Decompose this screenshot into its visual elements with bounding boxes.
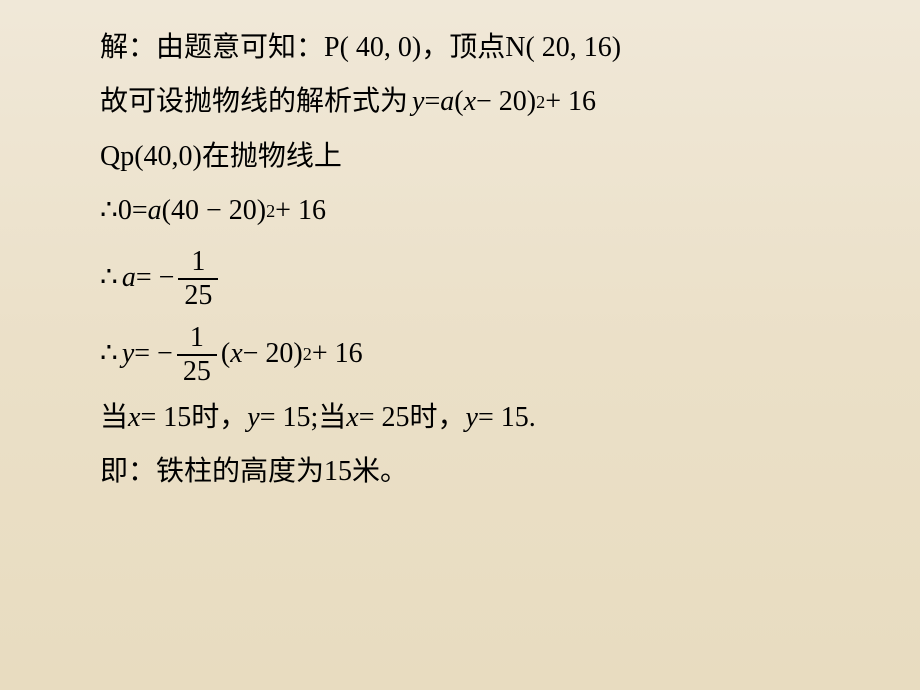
l6-eq: = − — [134, 332, 173, 377]
fraction-2: 1 25 — [177, 324, 217, 386]
l8-suffix: 米。 — [352, 454, 408, 490]
frac2-den: 25 — [177, 354, 217, 386]
l4-tail: + 16 — [275, 193, 326, 229]
l7-when1: 当 — [100, 400, 128, 436]
p-point: p(40,0) — [120, 139, 202, 175]
eq-x: x — [464, 84, 476, 120]
l3-tail: 在抛物线上 — [202, 139, 342, 175]
frac1-den: 25 — [178, 278, 218, 310]
l6-mid: − 20) — [243, 332, 303, 377]
line-2: 故可设抛物线的解析式为 y = a ( x − 20) 2 + 16 — [100, 84, 830, 120]
eq-open: ( — [454, 84, 463, 120]
l7-v1: = 15 — [140, 400, 191, 436]
q-symbol: Q — [100, 139, 120, 175]
point-n: N( 20, 16) — [505, 30, 621, 66]
therefore-1: ∴ — [100, 193, 118, 229]
eq-y: y — [412, 84, 424, 120]
line-1: 解：由题意可知： P( 40, 0) ，顶点 N( 20, 16) — [100, 30, 830, 66]
l7-when2: 当 — [318, 400, 346, 436]
l7-y2: y — [466, 400, 478, 436]
line-5: ∴ a = − 1 25 — [100, 248, 830, 310]
frac1-num: 1 — [185, 248, 211, 278]
l1-mid: ，顶点 — [421, 30, 505, 66]
line-3: Q p(40,0) 在抛物线上 — [100, 139, 830, 175]
l7-yv2: = 15. — [478, 400, 536, 436]
l7-y1: y — [247, 400, 259, 436]
l2-prefix: 故可设抛物线的解析式为 — [100, 84, 408, 120]
l6-open: ( — [221, 332, 230, 377]
l5-a: a — [122, 256, 136, 301]
l1-prefix: 解：由题意可知： — [100, 30, 324, 66]
eq-eq: = — [424, 84, 440, 120]
l7-yv1: = 15; — [260, 400, 319, 436]
l8-value: 15 — [324, 454, 352, 490]
l7-then1: 时， — [191, 400, 247, 436]
point-p: P( 40, 0) — [324, 30, 421, 66]
fraction-1: 1 25 — [178, 248, 218, 310]
eq-mid: − 20) — [476, 84, 536, 120]
l4-zero: 0= — [118, 193, 148, 229]
l4-exp: 2 — [266, 200, 275, 224]
l6-x: x — [230, 332, 242, 377]
l6-tail: + 16 — [312, 332, 363, 377]
l7-v2: = 25 — [359, 400, 410, 436]
eq-a: a — [440, 84, 454, 120]
eq-tail: + 16 — [545, 84, 596, 120]
l7-then2: 时， — [410, 400, 466, 436]
frac2-num: 1 — [184, 324, 210, 354]
l4-a: a — [148, 193, 162, 229]
l7-x2: x — [346, 400, 358, 436]
therefore-2: ∴ — [100, 256, 118, 301]
therefore-3: ∴ — [100, 332, 118, 377]
line-4: ∴ 0= a (40 − 20) 2 + 16 — [100, 193, 830, 229]
line-7: 当 x = 15 时， y = 15; 当 x = 25 时， y = 15. — [100, 400, 830, 436]
line-6: ∴ y = − 1 25 ( x − 20) 2 + 16 — [100, 324, 830, 386]
line-8: 即：铁柱的高度为 15 米。 — [100, 454, 830, 490]
eq-exp: 2 — [536, 91, 545, 115]
l6-y: y — [122, 332, 134, 377]
l7-x1: x — [128, 400, 140, 436]
l4-paren: (40 − 20) — [162, 193, 266, 229]
l6-exp: 2 — [303, 340, 312, 369]
l5-eq: = − — [136, 256, 175, 301]
l8-prefix: 即：铁柱的高度为 — [100, 454, 324, 490]
